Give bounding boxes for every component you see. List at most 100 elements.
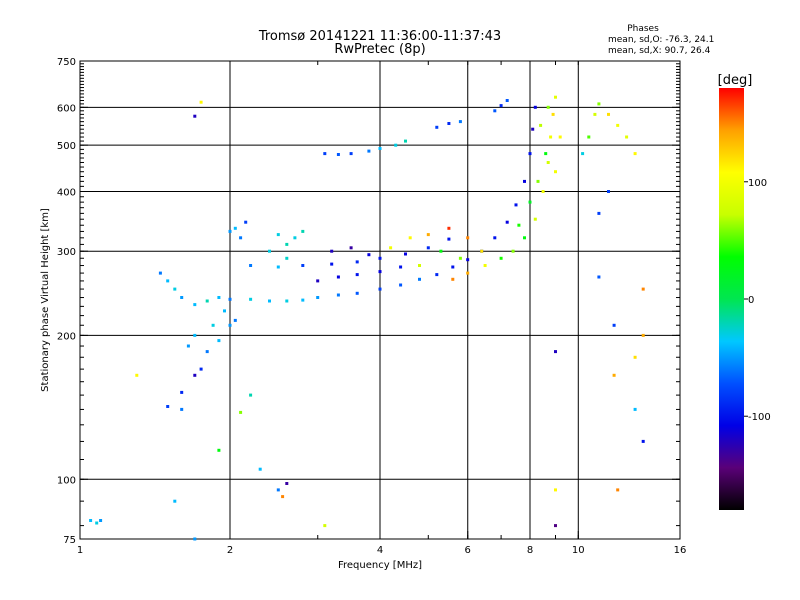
data-point [135, 373, 139, 377]
data-point [458, 120, 462, 124]
data-point [551, 112, 555, 116]
data-point [244, 220, 248, 224]
data-point [205, 350, 209, 354]
axes: 1 2 4 6 8 10 16 75 100 200 300 400 500 600 750 [57, 57, 686, 556]
data-point [554, 170, 557, 174]
data-point [389, 246, 393, 250]
data-point [193, 333, 197, 337]
data-point [301, 229, 305, 233]
data-point [587, 135, 591, 139]
data-point [544, 152, 548, 156]
x-tick-label: 6 [465, 545, 471, 556]
data-point [173, 287, 177, 291]
data-point [166, 405, 170, 408]
data-point [228, 297, 232, 301]
data-point [612, 373, 616, 377]
stats-heading: Phases [627, 24, 659, 34]
data-point [330, 262, 334, 266]
data-point [330, 249, 334, 253]
data-point [633, 407, 637, 411]
data-point [399, 265, 403, 269]
data-point [435, 273, 439, 277]
data-point [281, 495, 285, 499]
data-point [394, 143, 398, 147]
data-point [408, 236, 412, 240]
data-point [612, 323, 616, 327]
data-point [323, 524, 327, 528]
data-point [193, 303, 197, 307]
data-point [418, 264, 421, 267]
colorbar-ticks: 100 0 -100 [744, 178, 771, 423]
data-point [276, 265, 280, 269]
data-point [426, 233, 430, 237]
data-point [233, 318, 237, 322]
y-tick-label: 400 [57, 187, 76, 198]
data-point [514, 203, 518, 207]
data-point [205, 299, 209, 303]
data-point [581, 152, 585, 156]
data-point [451, 265, 455, 269]
grid [80, 61, 680, 539]
data-point [355, 273, 359, 277]
data-point [186, 344, 190, 348]
y-tick-label: 75 [63, 535, 76, 546]
data-point [217, 448, 221, 452]
data-point [633, 355, 637, 359]
data-point [211, 323, 215, 327]
data-point [536, 179, 540, 183]
data-point [301, 264, 305, 267]
data-point [336, 293, 340, 297]
data-point [268, 299, 271, 303]
chart-title: Tromsø 20141221 11:36:00-11:37:43 [258, 29, 501, 44]
stats-line-x: mean, sd,X: 90.7, 26.4 [608, 46, 711, 56]
data-point [435, 125, 439, 129]
data-point [447, 226, 451, 230]
data-point [546, 161, 550, 164]
data-point [349, 152, 353, 156]
y-tick-label: 600 [57, 103, 76, 114]
data-point [355, 291, 359, 295]
data-point [378, 287, 382, 291]
data-point [199, 367, 203, 371]
data-point [239, 236, 243, 240]
data-point [528, 152, 532, 156]
data-point [180, 296, 184, 299]
data-point [301, 298, 305, 302]
data-point [466, 258, 470, 262]
data-point [633, 152, 637, 156]
data-point [199, 100, 203, 104]
data-point [228, 229, 232, 233]
scatter-points [89, 95, 645, 541]
data-point [641, 439, 645, 443]
data-point [239, 410, 243, 414]
data-point [531, 127, 535, 131]
data-point [399, 283, 403, 287]
colorbar-gradient [719, 88, 744, 510]
data-point [316, 296, 320, 299]
data-point [499, 104, 503, 108]
data-point [276, 488, 280, 492]
data-point [597, 102, 601, 106]
data-point [447, 122, 451, 125]
data-point [249, 393, 253, 397]
data-point [323, 152, 327, 156]
data-point [367, 149, 371, 153]
data-point [316, 279, 320, 283]
data-point [166, 279, 170, 283]
data-point [511, 249, 515, 253]
colorbar-tick-label: 0 [748, 295, 754, 306]
data-point [180, 390, 184, 394]
data-point [480, 249, 484, 253]
y-tick-label: 750 [57, 57, 76, 68]
x-tick-label: 16 [674, 545, 687, 556]
colorbar-tick-label: -100 [748, 412, 771, 423]
data-point [554, 488, 557, 492]
data-point [180, 407, 184, 411]
data-point [607, 190, 610, 193]
data-point [233, 226, 237, 230]
y-tick-label: 500 [57, 141, 76, 152]
data-point [173, 499, 177, 503]
data-point [99, 519, 103, 522]
stats-box: Phases mean, sd,O: -76.3, 24.1 mean, sd,… [608, 24, 714, 56]
